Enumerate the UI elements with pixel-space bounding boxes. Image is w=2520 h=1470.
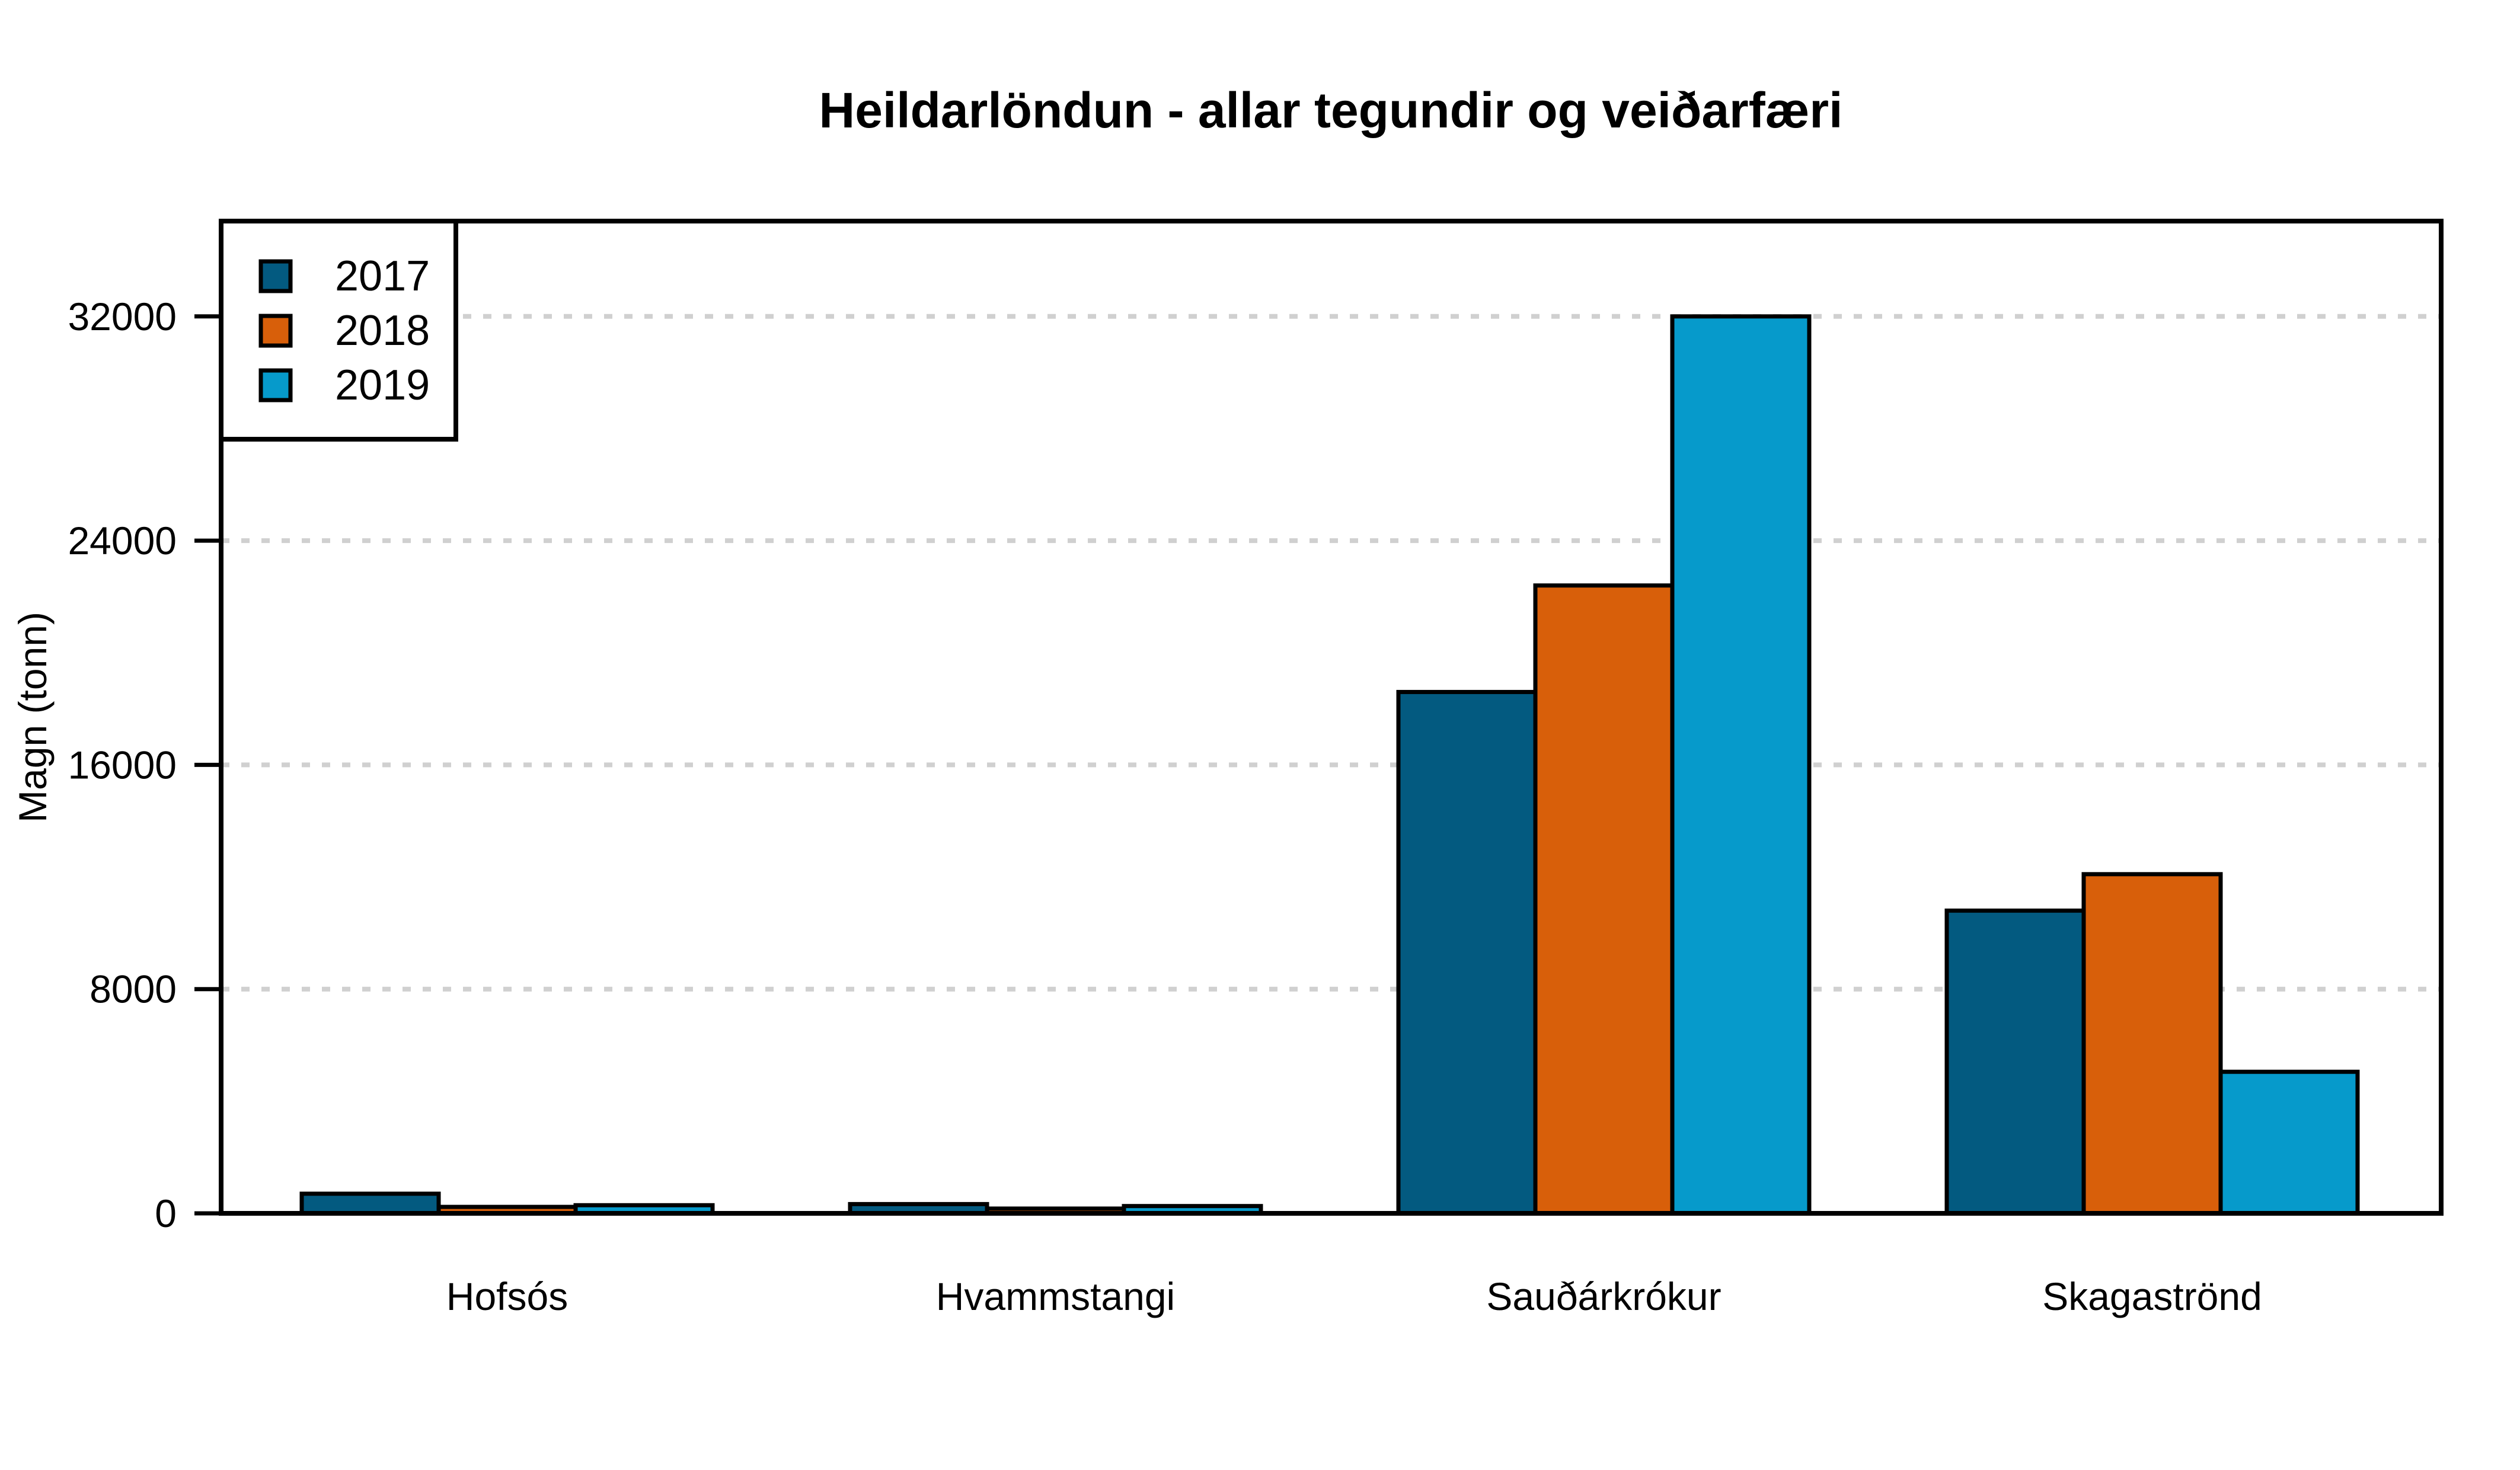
legend-swatch-2019 <box>258 368 293 402</box>
chart-title: Heildarlöndun - allar tegundir og veiðar… <box>819 82 1843 138</box>
bar-2018-2 <box>1533 583 1675 1216</box>
legend-label-2019: 2019 <box>335 362 430 409</box>
bar-2018-3 <box>2081 872 2223 1216</box>
legend-label-2017: 2017 <box>335 253 430 300</box>
y-tick-label: 24000 <box>68 519 177 563</box>
bar-2019-3 <box>2218 1069 2360 1216</box>
gridlines <box>221 314 2441 992</box>
x-tick-label: Skagaströnd <box>2042 1274 2262 1318</box>
legend-swatch-2018 <box>258 314 293 348</box>
plot-frame <box>219 219 2444 1216</box>
y-tick-label: 8000 <box>90 967 177 1011</box>
y-axis-label: Magn (tonn) <box>11 612 55 823</box>
bar-2017-2 <box>1396 689 1538 1216</box>
x-tick-label: Hvammstangi <box>936 1274 1175 1318</box>
x-tick-label: Sauðárkrókur <box>1486 1274 1721 1318</box>
legend-label-2018: 2018 <box>335 307 430 354</box>
x-axis-labels: Hofsós Hvammstangi Sauðárkrókur Skagaströnd <box>446 1274 2262 1318</box>
bar-2017-3 <box>1944 908 2086 1216</box>
bars <box>299 314 2360 1216</box>
legend-swatch-2017 <box>258 259 293 293</box>
x-tick-label: Hofsós <box>446 1274 568 1318</box>
y-tick-label: 32000 <box>68 295 177 338</box>
y-tick-label: 16000 <box>68 743 177 787</box>
y-tick-label: 0 <box>155 1191 177 1235</box>
bar-2017-0 <box>299 1191 441 1216</box>
y-axis-ticks: 0 8000 16000 24000 32000 <box>68 295 221 1235</box>
legend: 2017 2018 2019 <box>219 219 458 442</box>
bar-2019-2 <box>1670 314 1812 1216</box>
